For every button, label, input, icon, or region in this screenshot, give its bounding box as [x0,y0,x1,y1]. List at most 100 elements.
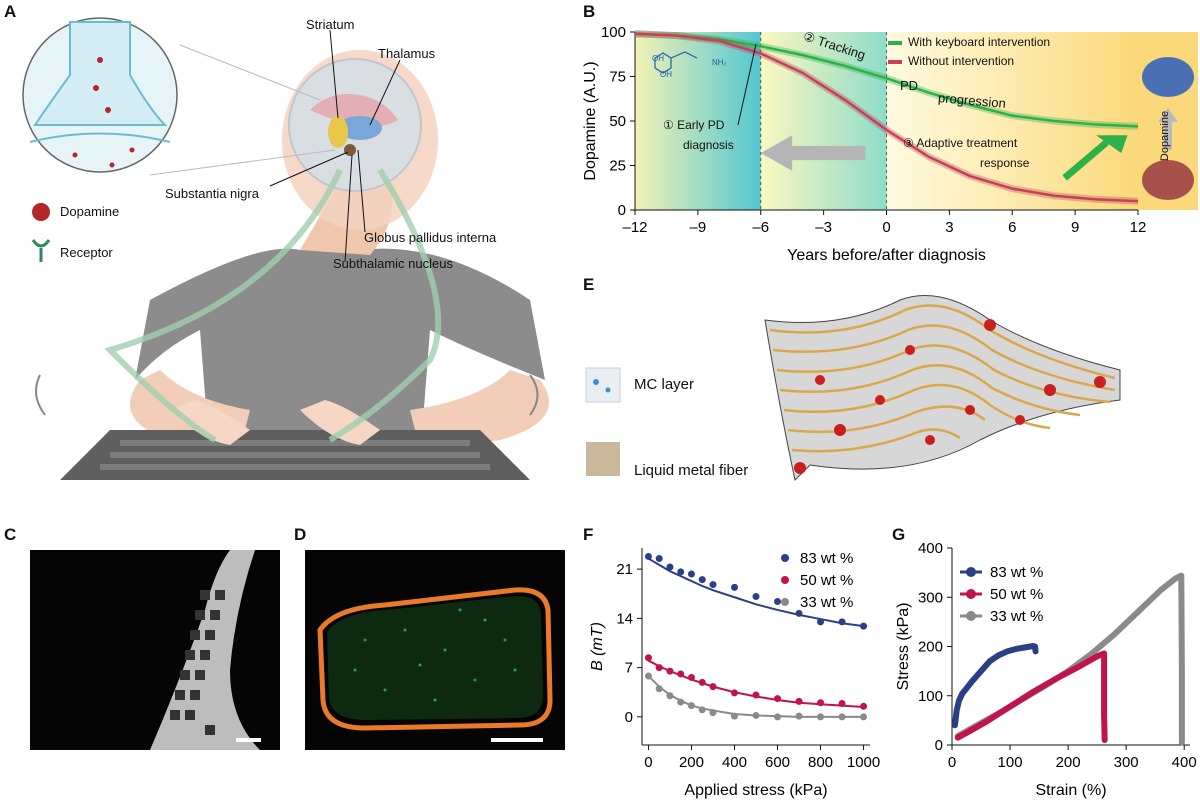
leader-early-diagnosis [737,43,757,126]
x-tick-label: 0 [948,754,956,771]
data-point [644,672,652,680]
data-point [995,652,1001,658]
y-tick-label: 100 [918,688,943,705]
fiber-mat [764,295,1121,482]
data-point [966,728,972,734]
early-diagnosis-arrow [760,135,866,171]
left-hand [170,400,250,445]
data-point [687,702,695,710]
side-dopamine-label: Dopamine [1159,110,1172,162]
y-tick-label: 50 [609,113,626,130]
legend-label: 50 wt % [800,572,853,589]
signal-arrow-left [104,168,343,443]
sem-holes [170,590,225,735]
data-point [687,673,695,681]
data-point [795,609,803,617]
sample-surface [327,595,543,720]
zoom-line-top [179,44,321,101]
annotation-early-pd-2: diagnosis [683,138,734,152]
dopamine-up-arrow [1158,108,1178,150]
legend-label: 33 wt % [990,608,1043,625]
legend-label: 33 wt % [800,594,853,611]
dopamine-legend-icon [32,203,50,221]
x-tick-label: 9 [1071,219,1079,236]
striatum-shape [328,116,348,148]
data-point [677,670,685,678]
data-point [969,678,975,684]
x-tick-label: 400 [1172,754,1197,771]
region-early [635,32,761,210]
data-point [1101,712,1107,718]
data-point [959,690,965,696]
data-point [655,664,663,672]
synapse-dopamine-dots [72,57,135,168]
data-point [677,698,685,706]
leader-globus-pallidus [357,149,366,233]
legend-label: 50 wt % [990,586,1043,603]
x-axis-label: Years before/after diagnosis [787,247,986,264]
y-tick-label: 0 [935,737,943,754]
panel-label-d: D [294,525,307,544]
legend-marker [966,567,976,577]
receptor-legend-icon [31,239,51,262]
data-point [838,699,846,707]
data-point [860,622,868,630]
data-point [752,691,760,699]
y-tick-label: 75 [609,69,626,86]
panel-label-g: G [892,525,906,544]
x-tick-label: –6 [752,219,769,236]
annotation-early-pd-1: ① Early PD [663,118,725,132]
panel-label-f: F [583,525,594,544]
label-striatum: Striatum [306,17,355,32]
annotation-adaptive-2: response [980,156,1030,170]
x-tick-label: 0 [882,219,890,236]
panel-a-illustration [22,17,549,480]
scale-bar-c [236,738,261,742]
data-point [730,689,738,697]
data-point [1004,648,1010,654]
data-point [752,593,760,601]
y-tick-label: 7 [625,660,633,677]
data-point [1030,689,1036,695]
y-tick-label: 21 [616,561,633,578]
data-point [774,597,782,605]
data-point [666,563,674,571]
sample-rim [317,587,553,731]
legend-with-label: With keyboard intervention [908,35,1051,49]
y-axis-label: Stress (kPa) [895,602,912,690]
panel-label-e: E [583,275,595,294]
x-tick-label: 600 [765,754,790,771]
data-point [817,713,825,721]
x-tick-label: 12 [1130,219,1147,236]
data-point [655,555,663,563]
data-point [698,706,706,714]
x-tick-label: 200 [1056,754,1081,771]
leader-subthalamic [344,154,353,263]
dopamine-molecule-icon [654,51,698,74]
data-point [978,668,984,674]
data-point [952,722,958,728]
legend-label: 83 wt % [990,564,1043,581]
x-tick-label: –9 [690,219,707,236]
data-point [1033,648,1039,654]
keyboard-keys [100,440,490,470]
scale-bar-d [491,738,543,742]
molecule-oh-1: OH [652,54,664,63]
legend-marker [966,611,976,621]
data-point [1032,644,1038,649]
x-tick-label: 100 [998,754,1023,771]
region-adaptive [886,32,1138,210]
data-point [860,713,868,721]
x-tick-label: 300 [1114,754,1139,771]
data-point [817,618,825,626]
y-tick-label: 25 [609,158,626,175]
substantia-nigra-shape [344,144,356,156]
data-point [644,654,652,662]
data-point [677,568,685,576]
panel-e-illustration [585,295,1121,482]
data-point [666,667,674,675]
label-subthalamic: Subthalamic nucleus [333,256,453,271]
y-tick-label: 100 [601,24,626,41]
signal-arrow-right [328,168,442,443]
data-point [644,552,652,560]
